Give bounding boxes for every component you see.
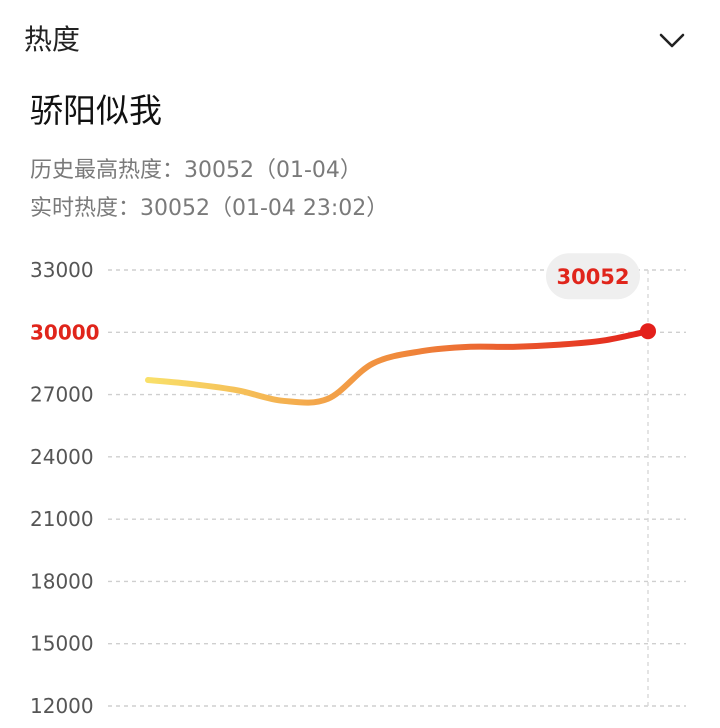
series-line	[145, 328, 651, 406]
y-tick-label: 33000	[30, 258, 94, 282]
heat-section-header[interactable]: 热度	[0, 0, 720, 78]
y-tick-label: 21000	[30, 507, 94, 531]
y-tick-label: 24000	[30, 445, 94, 469]
chevron-down-icon[interactable]	[655, 24, 689, 58]
topic-title: 骄阳似我	[30, 91, 162, 130]
section-title: 热度	[24, 23, 81, 56]
value-badge: 30052	[546, 253, 640, 300]
realtime-heat-text: 实时热度：30052（01-04 23:02）	[30, 196, 389, 221]
latest-value-label: 30052	[556, 265, 629, 289]
y-tick-label: 30000	[30, 320, 100, 344]
peak-heat-text: 历史最高热度：30052（01-04）	[30, 158, 362, 183]
y-tick-label: 12000	[30, 694, 94, 718]
y-tick-label: 15000	[30, 632, 94, 656]
latest-data-point[interactable]	[640, 323, 656, 340]
y-tick-label: 18000	[30, 569, 94, 593]
heat-line-chart: 33000 30000 27000 24000 21000 18000 15000 12000…	[30, 253, 686, 718]
y-tick-label: 27000	[30, 383, 94, 407]
